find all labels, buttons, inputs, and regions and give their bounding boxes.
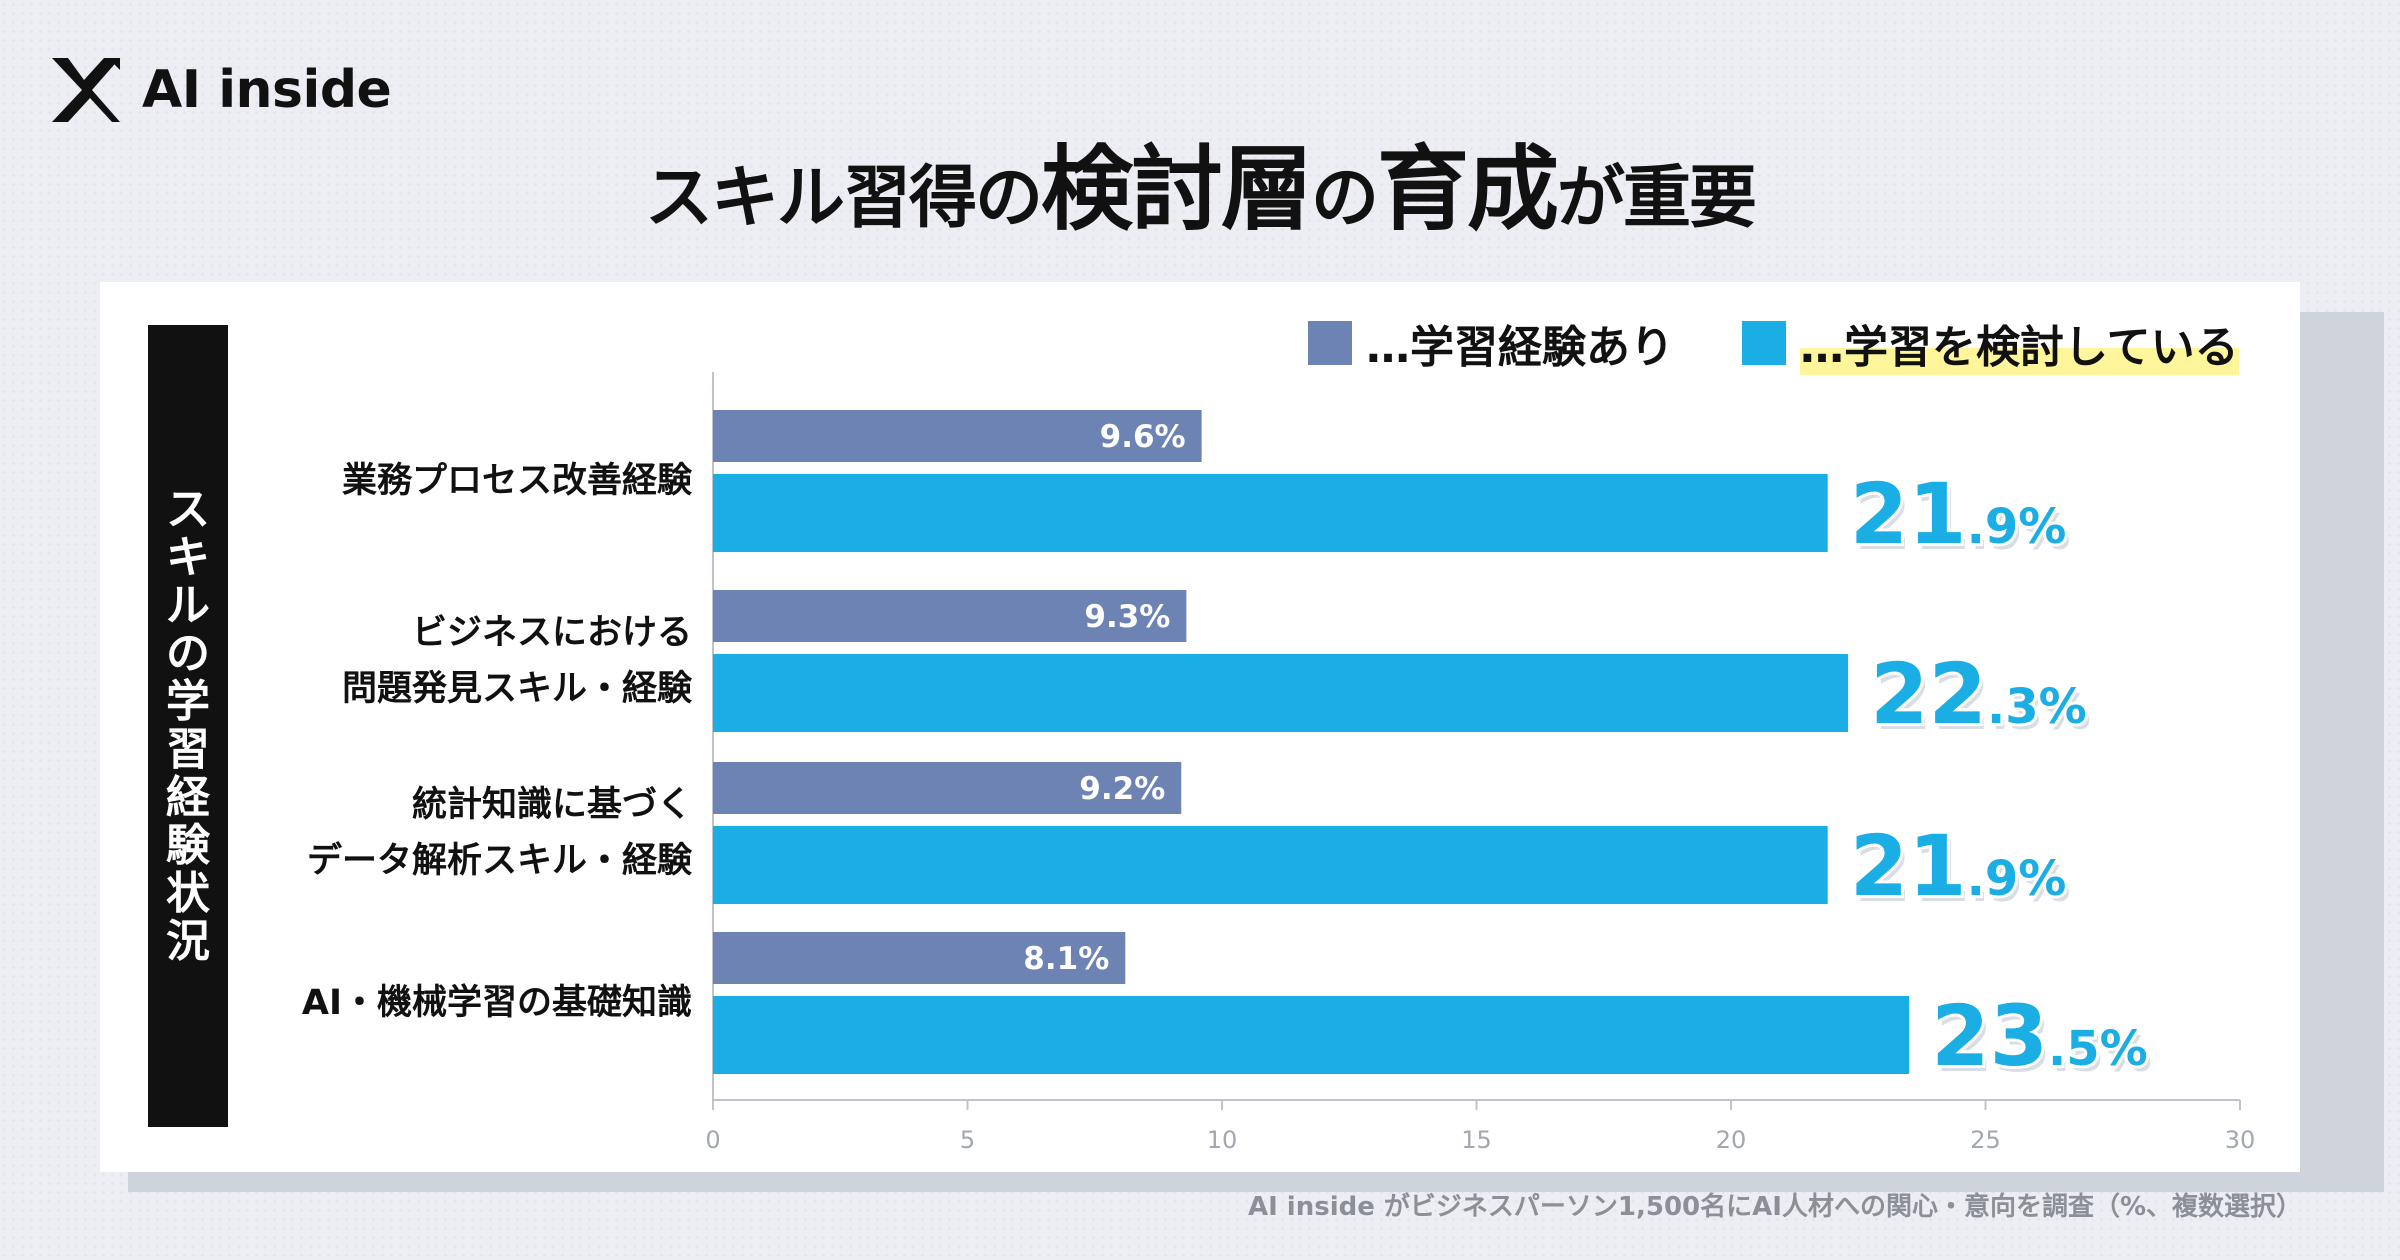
bar-experienced [713, 590, 1187, 642]
data-label-considering: 23.5% [1931, 987, 2148, 1085]
category-label-line: AI・機械学習の基礎知識 [301, 983, 692, 1023]
data-label-considering: 21.9% [1850, 465, 2067, 563]
side-label-char: 状 [166, 868, 210, 919]
brand-name: AI inside [142, 60, 392, 120]
side-label-char: ス [166, 484, 210, 535]
legend-swatch-experienced [1308, 321, 1352, 365]
category-label: ビジネスにおける問題発見スキル・経験 [342, 605, 692, 717]
category-label-line: 問題発見スキル・経験 [341, 669, 692, 709]
x-tick-label: 20 [1716, 1126, 1747, 1154]
data-label-considering: 22.3% [1870, 645, 2087, 743]
legend-experienced: …学習経験あり [1308, 318, 1674, 373]
data-label-experienced: 9.6% [1100, 419, 1186, 455]
category-label-line: ビジネスにおける [411, 613, 692, 653]
side-label-char: キ [166, 532, 210, 583]
side-label-char: 験 [166, 820, 210, 871]
category-label: 業務プロセス改善経験 [342, 453, 692, 509]
title-part-4: 育成 [1377, 136, 1559, 243]
data-label-experienced: 8.1% [1023, 941, 1109, 977]
side-label-char: 経 [166, 772, 210, 823]
bar-considering [713, 654, 1849, 732]
side-label-char: 学 [166, 676, 210, 727]
bar-experienced [713, 410, 1202, 462]
bar-experienced [713, 762, 1182, 814]
x-tick-label: 5 [960, 1126, 975, 1154]
legend-swatch-considering [1742, 321, 1786, 365]
x-tick-label: 25 [1970, 1126, 2001, 1154]
side-label-char: 況 [166, 916, 210, 967]
data-label-experienced: 9.3% [1084, 599, 1170, 635]
x-tick-label: 15 [1461, 1126, 1492, 1154]
side-label: スキルの学習経験状況 [148, 325, 228, 1127]
brand-logo: AI inside [48, 50, 392, 130]
bar-considering [713, 826, 1828, 904]
category-label-line: 業務プロセス改善経験 [341, 461, 692, 501]
bar-considering [713, 996, 1910, 1074]
side-label-char: 習 [166, 724, 210, 775]
title-part-5: が重要 [1557, 159, 1757, 238]
legend-considering: …学習を検討している [1742, 311, 2239, 375]
category-label-line: データ解析スキル・経験 [306, 841, 692, 881]
data-label-experienced: 9.2% [1079, 771, 1165, 807]
title-part-3: の [1310, 159, 1379, 238]
legend-label-experienced: …学習経験あり [1366, 322, 1674, 373]
data-label-considering-shadow: 22.3% [1874, 651, 2091, 749]
side-label-char: ル [166, 580, 210, 631]
x-tick-label: 10 [1207, 1126, 1238, 1154]
title-part-1: スキル習得の [644, 159, 1043, 238]
x-tick-label: 0 [705, 1126, 720, 1154]
legend-label-considering: …学習を検討している [1800, 311, 2239, 375]
ai-inside-x-icon [52, 58, 120, 122]
data-label-considering-shadow: 21.9% [1854, 471, 2071, 569]
x-tick-label: 30 [2225, 1126, 2256, 1154]
side-label-char: の [166, 628, 210, 679]
bar-experienced [713, 932, 1126, 984]
category-label: 統計知識に基づくデータ解析スキル・経験 [307, 777, 692, 889]
bar-considering [713, 474, 1828, 552]
title-part-2: 検討層 [1040, 136, 1313, 243]
category-label-line: 統計知識に基づく [411, 785, 692, 825]
footnote: AI inside がビジネスパーソン1,500名にAI人材への関心・意向を調査… [1247, 1192, 2302, 1222]
category-label: AI・機械学習の基礎知識 [302, 975, 692, 1031]
data-label-considering-shadow: 23.5% [1935, 993, 2152, 1091]
data-label-considering: 21.9% [1850, 817, 2067, 915]
page-title: スキル習得の検討層の育成が重要 [0, 115, 2400, 248]
data-label-considering-shadow: 21.9% [1854, 823, 2071, 921]
